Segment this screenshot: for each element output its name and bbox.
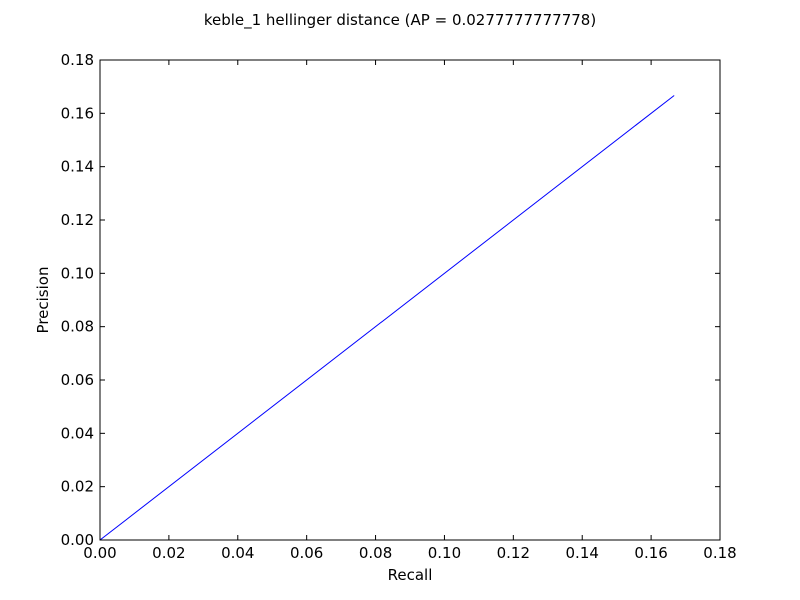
series-line-0: [99, 95, 675, 541]
y-tick-label: 0.06: [61, 371, 94, 389]
x-tick-label: 0.14: [566, 544, 599, 562]
y-tick-label: 0.04: [61, 424, 94, 442]
series-layer: [99, 95, 675, 541]
chart-title: keble_1 hellinger distance (AP = 0.02777…: [204, 11, 596, 30]
y-tick-label: 0.14: [61, 158, 94, 176]
x-tick-label: 0.18: [703, 544, 736, 562]
x-tick-label: 0.06: [290, 544, 323, 562]
y-tick-label: 0.10: [61, 264, 94, 282]
ticks-layer: 0.00 0.02 0.04 0.06 0.08 0.10 0.12 0.14 0.16 0.18…: [61, 51, 737, 562]
x-tick-label: 0.02: [152, 544, 185, 562]
x-tick-label: 0.00: [83, 544, 116, 562]
y-axis-label: Precision: [34, 267, 52, 334]
y-tick-label: 0.00: [61, 531, 94, 549]
x-tick-label: 0.16: [634, 544, 667, 562]
y-tick-label: 0.18: [61, 51, 94, 69]
x-tick-label: 0.08: [359, 544, 392, 562]
y-tick-label: 0.16: [61, 104, 94, 122]
x-tick-label: 0.12: [497, 544, 530, 562]
y-tick-label: 0.12: [61, 211, 94, 229]
y-tick-label: 0.02: [61, 478, 94, 496]
plot-frame: [99, 59, 721, 541]
y-tick-label: 0.08: [61, 318, 94, 336]
x-tick-label: 0.10: [428, 544, 461, 562]
x-tick-label: 0.04: [221, 544, 254, 562]
x-axis-label: Recall: [388, 566, 433, 584]
